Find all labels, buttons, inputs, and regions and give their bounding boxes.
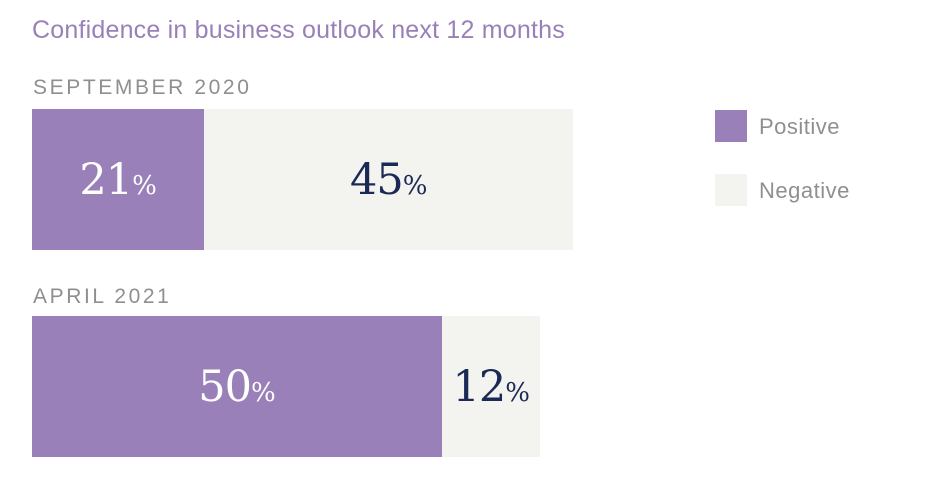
bar-segment-positive: 50% bbox=[32, 316, 442, 457]
legend-label-negative: Negative bbox=[759, 178, 850, 203]
legend-swatch-positive bbox=[715, 110, 747, 142]
data-label-unit: % bbox=[251, 377, 276, 408]
legend-swatch-negative bbox=[715, 174, 747, 206]
legend-label-positive: Positive bbox=[759, 114, 841, 139]
bar-segment-negative: 45% bbox=[204, 109, 574, 250]
data-label-value: 45 bbox=[349, 154, 404, 205]
data-label-unit: % bbox=[132, 170, 157, 201]
data-label-unit: % bbox=[402, 170, 428, 201]
bar-segment-positive: 21% bbox=[32, 109, 205, 250]
bar-segment-negative: 12% bbox=[442, 316, 541, 457]
category-label: SEPTEMBER 2020 bbox=[33, 76, 252, 99]
data-label: 50% bbox=[198, 362, 275, 412]
data-label-value: 50 bbox=[198, 361, 252, 412]
data-label-unit: % bbox=[505, 377, 530, 408]
category-label: APRIL 2021 bbox=[33, 285, 172, 308]
data-label: 12% bbox=[452, 362, 529, 412]
data-label: 21% bbox=[79, 155, 156, 205]
data-label-value: 21 bbox=[79, 154, 133, 205]
chart-title: Confidence in business outlook next 12 m… bbox=[32, 16, 565, 44]
data-label: 45% bbox=[350, 155, 427, 205]
data-label-value: 12 bbox=[452, 361, 506, 412]
